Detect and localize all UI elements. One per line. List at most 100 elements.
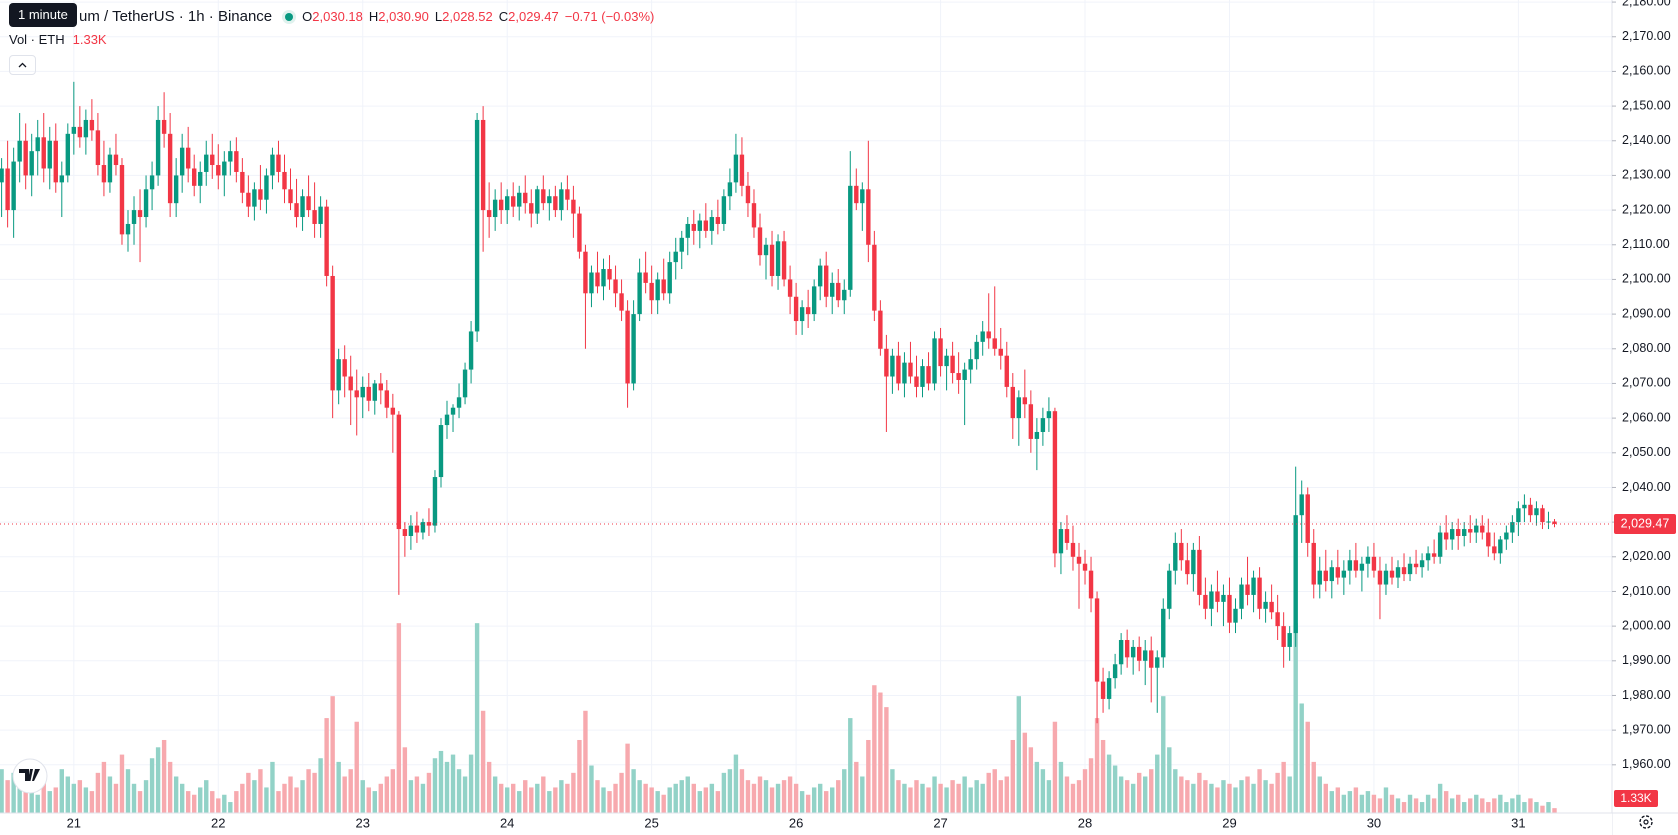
candle-body [1516, 508, 1521, 523]
volume-bar [462, 776, 468, 813]
candle-body [631, 314, 636, 384]
candle-body [1094, 598, 1100, 682]
volume-bar [1004, 776, 1009, 813]
candle-body [872, 244, 877, 311]
candle-body [1528, 504, 1533, 516]
volume-bar [1498, 794, 1503, 813]
volume-bar [721, 772, 727, 813]
volume-bar [270, 761, 275, 813]
volume-bar [685, 776, 690, 813]
candle-body [137, 210, 143, 218]
candle-body [1468, 529, 1473, 533]
ohlc-key: H [368, 9, 379, 24]
candle-body [1209, 591, 1214, 609]
candle-body [1239, 584, 1244, 609]
candle-body [1299, 494, 1304, 516]
volume-bar [872, 685, 877, 813]
volume-bar [258, 769, 263, 813]
collapse-button[interactable] [9, 55, 36, 75]
volume-bar [17, 787, 22, 813]
volume-bar [1046, 780, 1052, 813]
candle-body [619, 293, 624, 311]
volume-bar [1407, 794, 1413, 813]
volume-bar [360, 780, 365, 813]
volume-bar [1215, 787, 1220, 813]
candle-body [1221, 594, 1226, 602]
volume-bar [1341, 794, 1347, 813]
volume-bar [11, 772, 16, 813]
candle-body [396, 414, 402, 530]
settings-icon[interactable] [1639, 815, 1653, 829]
volume-bar [697, 791, 703, 813]
volume-bar [757, 776, 763, 813]
volume-bar [824, 791, 829, 813]
candle-body [1546, 521, 1551, 523]
volume-bar [739, 769, 745, 813]
volume-tag [1614, 790, 1658, 807]
x-tick-label: 30 [1367, 815, 1381, 830]
candle-body [685, 223, 690, 238]
candle-body [1076, 556, 1082, 564]
candle-body [402, 529, 408, 536]
volume-bar [1070, 783, 1076, 813]
symbol-title[interactable]: um / TetherUS · 1h · Binance [79, 8, 273, 25]
volume-bar [1088, 758, 1094, 813]
candle-body [974, 341, 979, 360]
volume-bar [1275, 772, 1280, 813]
candle-body [529, 203, 534, 214]
candle-body [246, 192, 251, 207]
candle-body [1329, 567, 1334, 582]
candle-body [1269, 601, 1274, 613]
candle-body [1341, 570, 1347, 578]
candle-body [1016, 397, 1022, 419]
candle-body [444, 414, 450, 426]
candle-body [1251, 577, 1256, 595]
candle-body [468, 331, 474, 370]
volume-bar [1401, 802, 1407, 813]
candle-body [378, 383, 383, 391]
candle-body [1377, 570, 1383, 585]
candle-body [1449, 529, 1455, 540]
candle-body [492, 199, 498, 218]
volume-bar [601, 787, 606, 813]
candle-body [1389, 570, 1395, 578]
volume-bar [1413, 798, 1419, 813]
candle-body [1437, 532, 1443, 557]
ohlc-value: 2,030.18 [312, 9, 363, 24]
volume-title[interactable]: Vol · ETH [9, 32, 65, 47]
candle-body [884, 348, 889, 377]
volume-bar [1010, 739, 1015, 813]
candle-body [300, 196, 305, 218]
volume-bar [523, 780, 528, 813]
candle-body [185, 147, 191, 169]
candle-body [541, 189, 546, 204]
volume-bar [661, 794, 666, 813]
volume-bar [583, 710, 588, 813]
volume-bar [444, 761, 450, 813]
candle-body [1197, 549, 1202, 595]
logo-mark [19, 769, 40, 781]
candle-body [0, 168, 4, 183]
volume-bar [474, 623, 480, 813]
candle-body [366, 386, 371, 401]
candle-body [1425, 553, 1431, 561]
candle-body [240, 171, 245, 193]
candle-body [848, 185, 853, 290]
x-tick-label: 24 [500, 815, 514, 830]
ohlc-key: O [302, 9, 313, 24]
candle-body [420, 522, 426, 533]
candle-body [1155, 657, 1160, 668]
volume-bar [1203, 780, 1208, 813]
price-axis-bg [1612, 0, 1678, 835]
candle-body [258, 189, 263, 200]
volume-bar [438, 750, 444, 813]
volume-bar [119, 754, 125, 813]
volume-bar [817, 783, 823, 813]
market-status[interactable] [282, 9, 297, 24]
candle-body [673, 251, 678, 263]
volume-bar [631, 769, 636, 813]
volume-bar [336, 761, 341, 813]
candle-body [167, 133, 173, 204]
volume-bar [1251, 783, 1256, 813]
candle-body [480, 119, 486, 211]
